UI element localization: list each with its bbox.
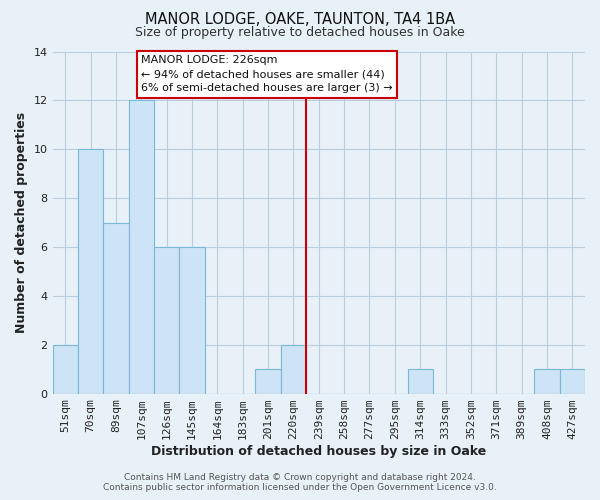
Text: Contains HM Land Registry data © Crown copyright and database right 2024.
Contai: Contains HM Land Registry data © Crown c… [103,473,497,492]
Bar [154,247,179,394]
Bar [534,369,560,394]
Bar [256,369,281,394]
Bar [128,100,154,394]
Text: Size of property relative to detached houses in Oake: Size of property relative to detached ho… [135,26,465,39]
X-axis label: Distribution of detached houses by size in Oake: Distribution of detached houses by size … [151,444,487,458]
Y-axis label: Number of detached properties: Number of detached properties [15,112,28,333]
Bar [103,222,128,394]
Bar [53,344,78,394]
Bar [179,247,205,394]
Text: MANOR LODGE, OAKE, TAUNTON, TA4 1BA: MANOR LODGE, OAKE, TAUNTON, TA4 1BA [145,12,455,28]
Bar [78,149,103,394]
Bar [407,369,433,394]
Bar [281,344,306,394]
Text: MANOR LODGE: 226sqm
← 94% of detached houses are smaller (44)
6% of semi-detache: MANOR LODGE: 226sqm ← 94% of detached ho… [141,55,393,93]
Bar [560,369,585,394]
